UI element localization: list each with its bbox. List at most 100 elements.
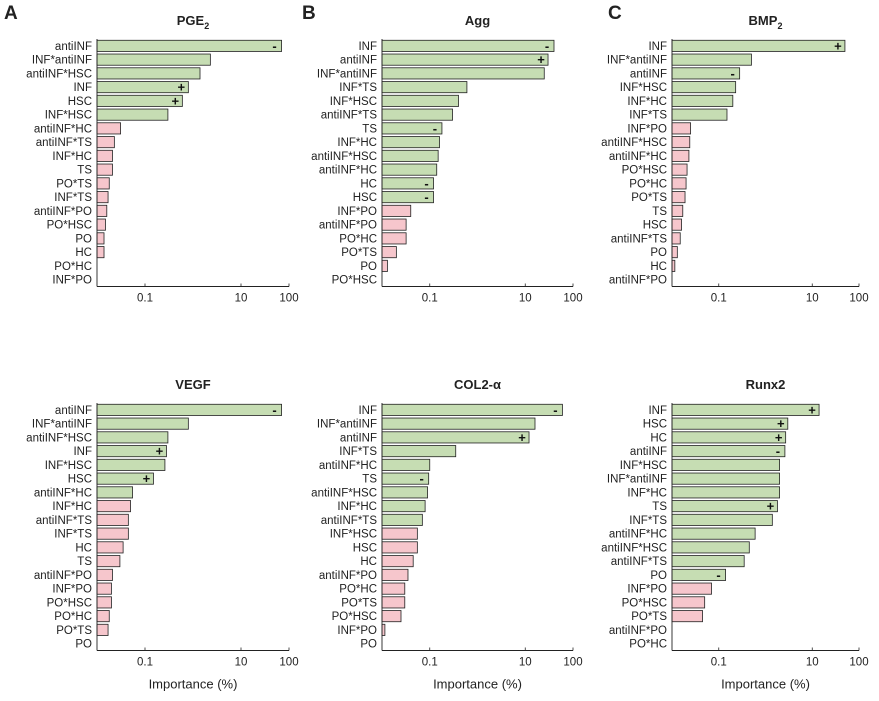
sign-marker: - xyxy=(545,38,549,53)
chart-title: COL2-α xyxy=(454,377,501,392)
chart-title: PGE2 xyxy=(177,13,209,31)
bar xyxy=(671,218,682,231)
category-label: PO xyxy=(360,261,377,273)
x-axis-label: Importance (%) xyxy=(433,677,522,692)
sign-marker: - xyxy=(272,38,276,53)
category-label: PO*HC xyxy=(54,261,92,273)
bar xyxy=(381,458,431,471)
bar xyxy=(96,417,189,430)
bar xyxy=(96,204,108,217)
category-label: PO xyxy=(650,247,667,259)
bar xyxy=(671,122,692,135)
category-label: HC xyxy=(360,178,377,190)
bar xyxy=(381,39,555,52)
bar xyxy=(381,596,406,609)
sign-marker: + xyxy=(172,93,180,108)
category-label: INF xyxy=(73,446,92,458)
category-label: HSC xyxy=(643,419,667,431)
bar xyxy=(381,486,428,499)
category-label: HC xyxy=(360,556,377,568)
bar xyxy=(96,541,124,554)
bar xyxy=(381,417,536,430)
category-label: PO*TS xyxy=(341,597,377,609)
bar xyxy=(96,246,105,259)
bar xyxy=(96,39,282,52)
bar xyxy=(96,149,113,162)
bar xyxy=(671,403,820,416)
category-label: antiINF*TS xyxy=(611,556,668,568)
category-label: INF*HC xyxy=(52,151,92,163)
bar xyxy=(381,67,545,80)
category-label: antiINF*HC xyxy=(609,529,667,541)
panel-letter-a: A xyxy=(4,3,18,24)
category-label: INF*antiINF xyxy=(607,55,667,67)
bar xyxy=(96,136,115,149)
bar xyxy=(671,431,787,444)
bar xyxy=(671,232,681,245)
category-label: TS xyxy=(362,474,377,486)
bar xyxy=(381,582,406,595)
category-label: antiINF*TS xyxy=(36,137,93,149)
category-label: antiINF xyxy=(55,405,92,417)
category-label: PO*TS xyxy=(631,192,667,204)
category-label: INF*HSC xyxy=(330,529,377,541)
bar xyxy=(96,568,113,581)
bar xyxy=(671,53,752,66)
bar xyxy=(671,445,786,458)
category-label: antiINF*PO xyxy=(319,220,377,232)
bar xyxy=(671,136,691,149)
bar xyxy=(671,582,712,595)
bar xyxy=(96,108,169,121)
sign-marker: - xyxy=(272,402,276,417)
category-label: antiINF*HSC xyxy=(311,487,377,499)
chart-title-text: PGE xyxy=(177,13,205,28)
sign-marker: + xyxy=(767,499,775,514)
category-label: TS xyxy=(652,501,667,513)
x-tick-label: 0.1 xyxy=(711,657,727,669)
bar xyxy=(96,177,110,190)
bar xyxy=(381,246,397,259)
category-label: INF*HC xyxy=(337,137,377,149)
panel-letter-c: C xyxy=(608,3,622,24)
bar xyxy=(671,246,678,259)
chart-runx2: Runx2 INF + HSC + HC + antiINF - INF*HSC INF*antiI… xyxy=(601,377,868,692)
chart-title-text: BMP xyxy=(749,13,778,28)
bar xyxy=(96,218,106,231)
category-label: PO*HSC xyxy=(47,220,92,232)
bar xyxy=(96,513,129,526)
x-axis-label: Importance (%) xyxy=(721,677,810,692)
category-label: antiINF*PO xyxy=(609,275,667,287)
category-label: HSC xyxy=(643,220,667,232)
category-label: INF*TS xyxy=(339,82,377,94)
bar xyxy=(381,555,414,568)
bar xyxy=(96,623,109,636)
bar xyxy=(381,218,407,231)
chart-title: Agg xyxy=(465,13,490,28)
sign-marker: + xyxy=(537,52,545,67)
bar xyxy=(671,500,778,513)
category-label: antiINF xyxy=(630,68,667,80)
x-tick-label: 100 xyxy=(849,293,868,305)
category-label: antiINF*HSC xyxy=(26,68,92,80)
panel-letter-b: B xyxy=(302,3,316,24)
category-label: INF*HC xyxy=(337,501,377,513)
category-label: PO*HC xyxy=(339,584,377,596)
category-label: HSC xyxy=(353,192,377,204)
chart-title-text: VEGF xyxy=(175,377,210,392)
sign-marker: - xyxy=(716,567,720,582)
sign-marker: + xyxy=(834,38,842,53)
category-label: INF xyxy=(358,405,377,417)
sign-marker: + xyxy=(156,444,164,459)
category-label: antiINF*TS xyxy=(321,110,378,122)
bar xyxy=(96,555,121,568)
bar xyxy=(381,163,438,176)
category-label: INF*antiINF xyxy=(317,68,377,80)
x-tick-label: 10 xyxy=(806,657,819,669)
category-label: HC xyxy=(75,542,92,554)
category-label: antiINF*PO xyxy=(34,206,92,218)
category-label: PO*HC xyxy=(54,611,92,623)
bar xyxy=(671,39,846,52)
bar xyxy=(671,458,780,471)
bar xyxy=(96,596,112,609)
category-label: PO*HSC xyxy=(622,597,667,609)
